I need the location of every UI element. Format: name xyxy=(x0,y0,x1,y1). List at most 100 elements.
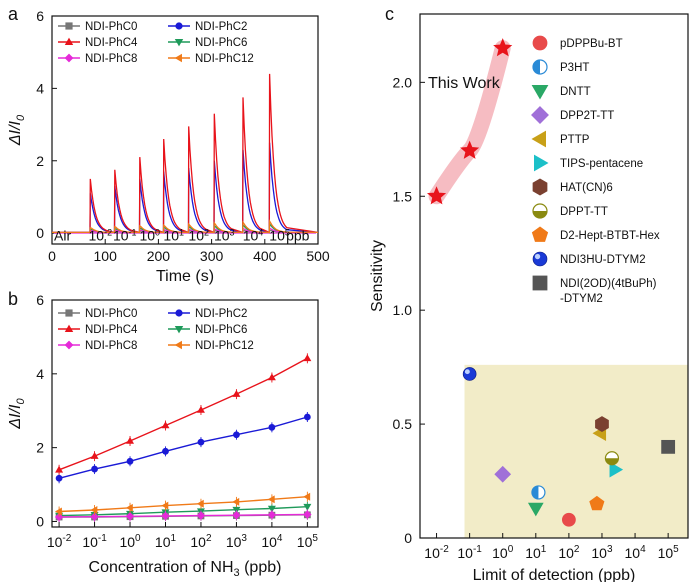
legend-entry: NDI3HU-DTYM2 xyxy=(532,251,646,267)
point-dppt-tt xyxy=(604,451,620,466)
legend-marker xyxy=(534,154,549,172)
this-work-band xyxy=(428,40,511,205)
x-tick-label: 10-2 xyxy=(47,533,72,550)
legend-label: NDI-PhC4 xyxy=(85,37,138,49)
trace-ndi-phc2 xyxy=(52,142,319,234)
point-pdppbu-bt xyxy=(561,512,576,527)
pulse-label: 102 xyxy=(188,228,209,244)
legend-label: NDI-PhC8 xyxy=(85,340,137,352)
y-tick-label: 0 xyxy=(36,513,44,529)
data-point-ndi-phc8 xyxy=(54,512,64,522)
point-d2-hept-btbt-hex xyxy=(589,495,605,511)
y-axis-label: ΔI/I0 xyxy=(7,398,27,430)
legend-label: D2-Hept-BTBT-Hex xyxy=(560,230,660,242)
legend-marker xyxy=(532,251,548,267)
x-tick-label: 102 xyxy=(190,533,212,550)
legend-label: P3HT xyxy=(560,62,589,74)
data-point-ndi-phc2 xyxy=(162,447,169,455)
point-p3ht xyxy=(531,485,546,500)
x-tick-label: 100 xyxy=(94,248,118,264)
data-point-ndi-phc4 xyxy=(267,373,276,381)
legend-label: DPPT-TT xyxy=(560,206,608,218)
legend-marker xyxy=(64,324,74,332)
legend-marker xyxy=(531,130,546,148)
legend-entry-ndi-phc12: NDI-PhC12 xyxy=(168,53,254,65)
data-point-ndi-phc12 xyxy=(267,495,275,504)
y-axis-label: Sensitivity xyxy=(369,240,386,312)
legend-marker xyxy=(65,309,73,317)
x-tick-label: 101 xyxy=(155,533,177,550)
legend-label: NDI-PhC6 xyxy=(195,324,247,336)
data-point-ndi-phc12 xyxy=(161,501,169,510)
x-tick-label: 0 xyxy=(48,248,56,264)
x-tick-label: 103 xyxy=(591,544,613,561)
legend-entry: DPPT-TT xyxy=(532,203,608,219)
x-tick-label: 10-1 xyxy=(82,533,107,550)
fit-line-ndi-phc4 xyxy=(58,357,308,471)
x-tick-label: 104 xyxy=(624,544,646,561)
data-point-ndi-phc8 xyxy=(125,512,135,521)
panel-c-sensitivity-vs-lod: 0 0.5 1.0 1.5 2.0 10-2 10-1 100 101 102 103 104 105 L… xyxy=(369,13,689,582)
data-point-ndi-phc8 xyxy=(196,511,206,520)
legend-entry-ndi-phc0: NDI-PhC0 xyxy=(58,308,137,320)
plot-frame xyxy=(51,299,319,528)
data-point-ndi-phc8 xyxy=(303,510,312,519)
data-point-ndi-phc8 xyxy=(267,510,277,519)
shaded-region xyxy=(464,364,688,538)
x-tick-label: 400 xyxy=(253,248,277,264)
legend-entry-ndi-phc0: NDI-PhC0 xyxy=(58,21,137,33)
plot-frame xyxy=(51,15,319,245)
x-tick-label: 100 xyxy=(119,533,141,550)
legend-marker xyxy=(174,340,182,350)
x-axis-label: Limit of detection (ppb) xyxy=(473,567,636,582)
panel-letter-a: a xyxy=(8,4,19,24)
y-tick-label: 2.0 xyxy=(393,74,413,90)
legend-entry: PTTP xyxy=(531,130,590,148)
legend-label: PTTP xyxy=(560,134,590,146)
y-tick-label: 0 xyxy=(404,530,412,546)
x-tick-label: 10-1 xyxy=(457,544,482,561)
data-point-ndi-phc12 xyxy=(196,499,204,508)
legend-label: NDI3HU-DTYM2 xyxy=(560,254,646,266)
plot-frame xyxy=(419,13,689,539)
legend-label: NDI-PhC4 xyxy=(85,324,138,336)
trace-ndi-phc4 xyxy=(52,73,319,234)
legend-label: DNTT xyxy=(560,86,591,98)
data-point-ndi-phc6 xyxy=(267,505,276,513)
x-tick-label: 101 xyxy=(525,544,547,561)
panel-letter-c: c xyxy=(385,4,394,24)
legend-entry: NDI(2OD)(4tBuPh) -DTYM2 xyxy=(532,275,657,305)
pulse-label: 10-2 xyxy=(89,228,113,244)
data-point-ndi-phc6 xyxy=(232,506,241,514)
point-ndi3hu-dtym2 xyxy=(462,367,477,381)
legend-marker xyxy=(174,326,184,334)
data-point-ndi-phc4 xyxy=(196,405,205,413)
y-tick-label: 0 xyxy=(36,225,44,241)
legend-label: NDI-PhC0 xyxy=(85,308,137,320)
legend-marker xyxy=(64,53,74,63)
fit-line-ndi-phc6 xyxy=(59,506,308,517)
y-tick-label: 0.5 xyxy=(393,416,413,432)
point-ndi(2od)(4tbuph)-dtym2 xyxy=(661,439,676,454)
point-hat(cn)6 xyxy=(595,416,609,433)
x-tick-label: 102 xyxy=(558,544,580,561)
legend-entry: HAT(CN)6 xyxy=(532,178,613,196)
data-point-ndi-phc4 xyxy=(126,436,135,444)
legend-entry: DNTT xyxy=(531,85,591,100)
this-work-star xyxy=(460,140,480,159)
pulse-label: 105 xyxy=(269,228,290,244)
legend-label: NDI-PhC12 xyxy=(195,53,254,65)
legend-entry: D2-Hept-BTBT-Hex xyxy=(531,226,660,242)
y-tick-label: 2 xyxy=(36,153,44,169)
pulse-label: 103 xyxy=(214,228,235,244)
y-tick-label: 4 xyxy=(36,80,44,96)
legend-entry-ndi-phc2: NDI-PhC2 xyxy=(168,308,247,320)
legend-label: pDPPBu-BT xyxy=(560,38,623,50)
data-point-ndi-phc6 xyxy=(303,503,312,511)
y-axis-label: ΔI/I0 xyxy=(7,114,27,146)
legend-label: NDI-PhC12 xyxy=(195,340,254,352)
trace-ndi-phc12 xyxy=(52,219,319,234)
x-tick-label: 103 xyxy=(226,533,248,550)
legend-entry-ndi-phc6: NDI-PhC6 xyxy=(168,37,247,49)
